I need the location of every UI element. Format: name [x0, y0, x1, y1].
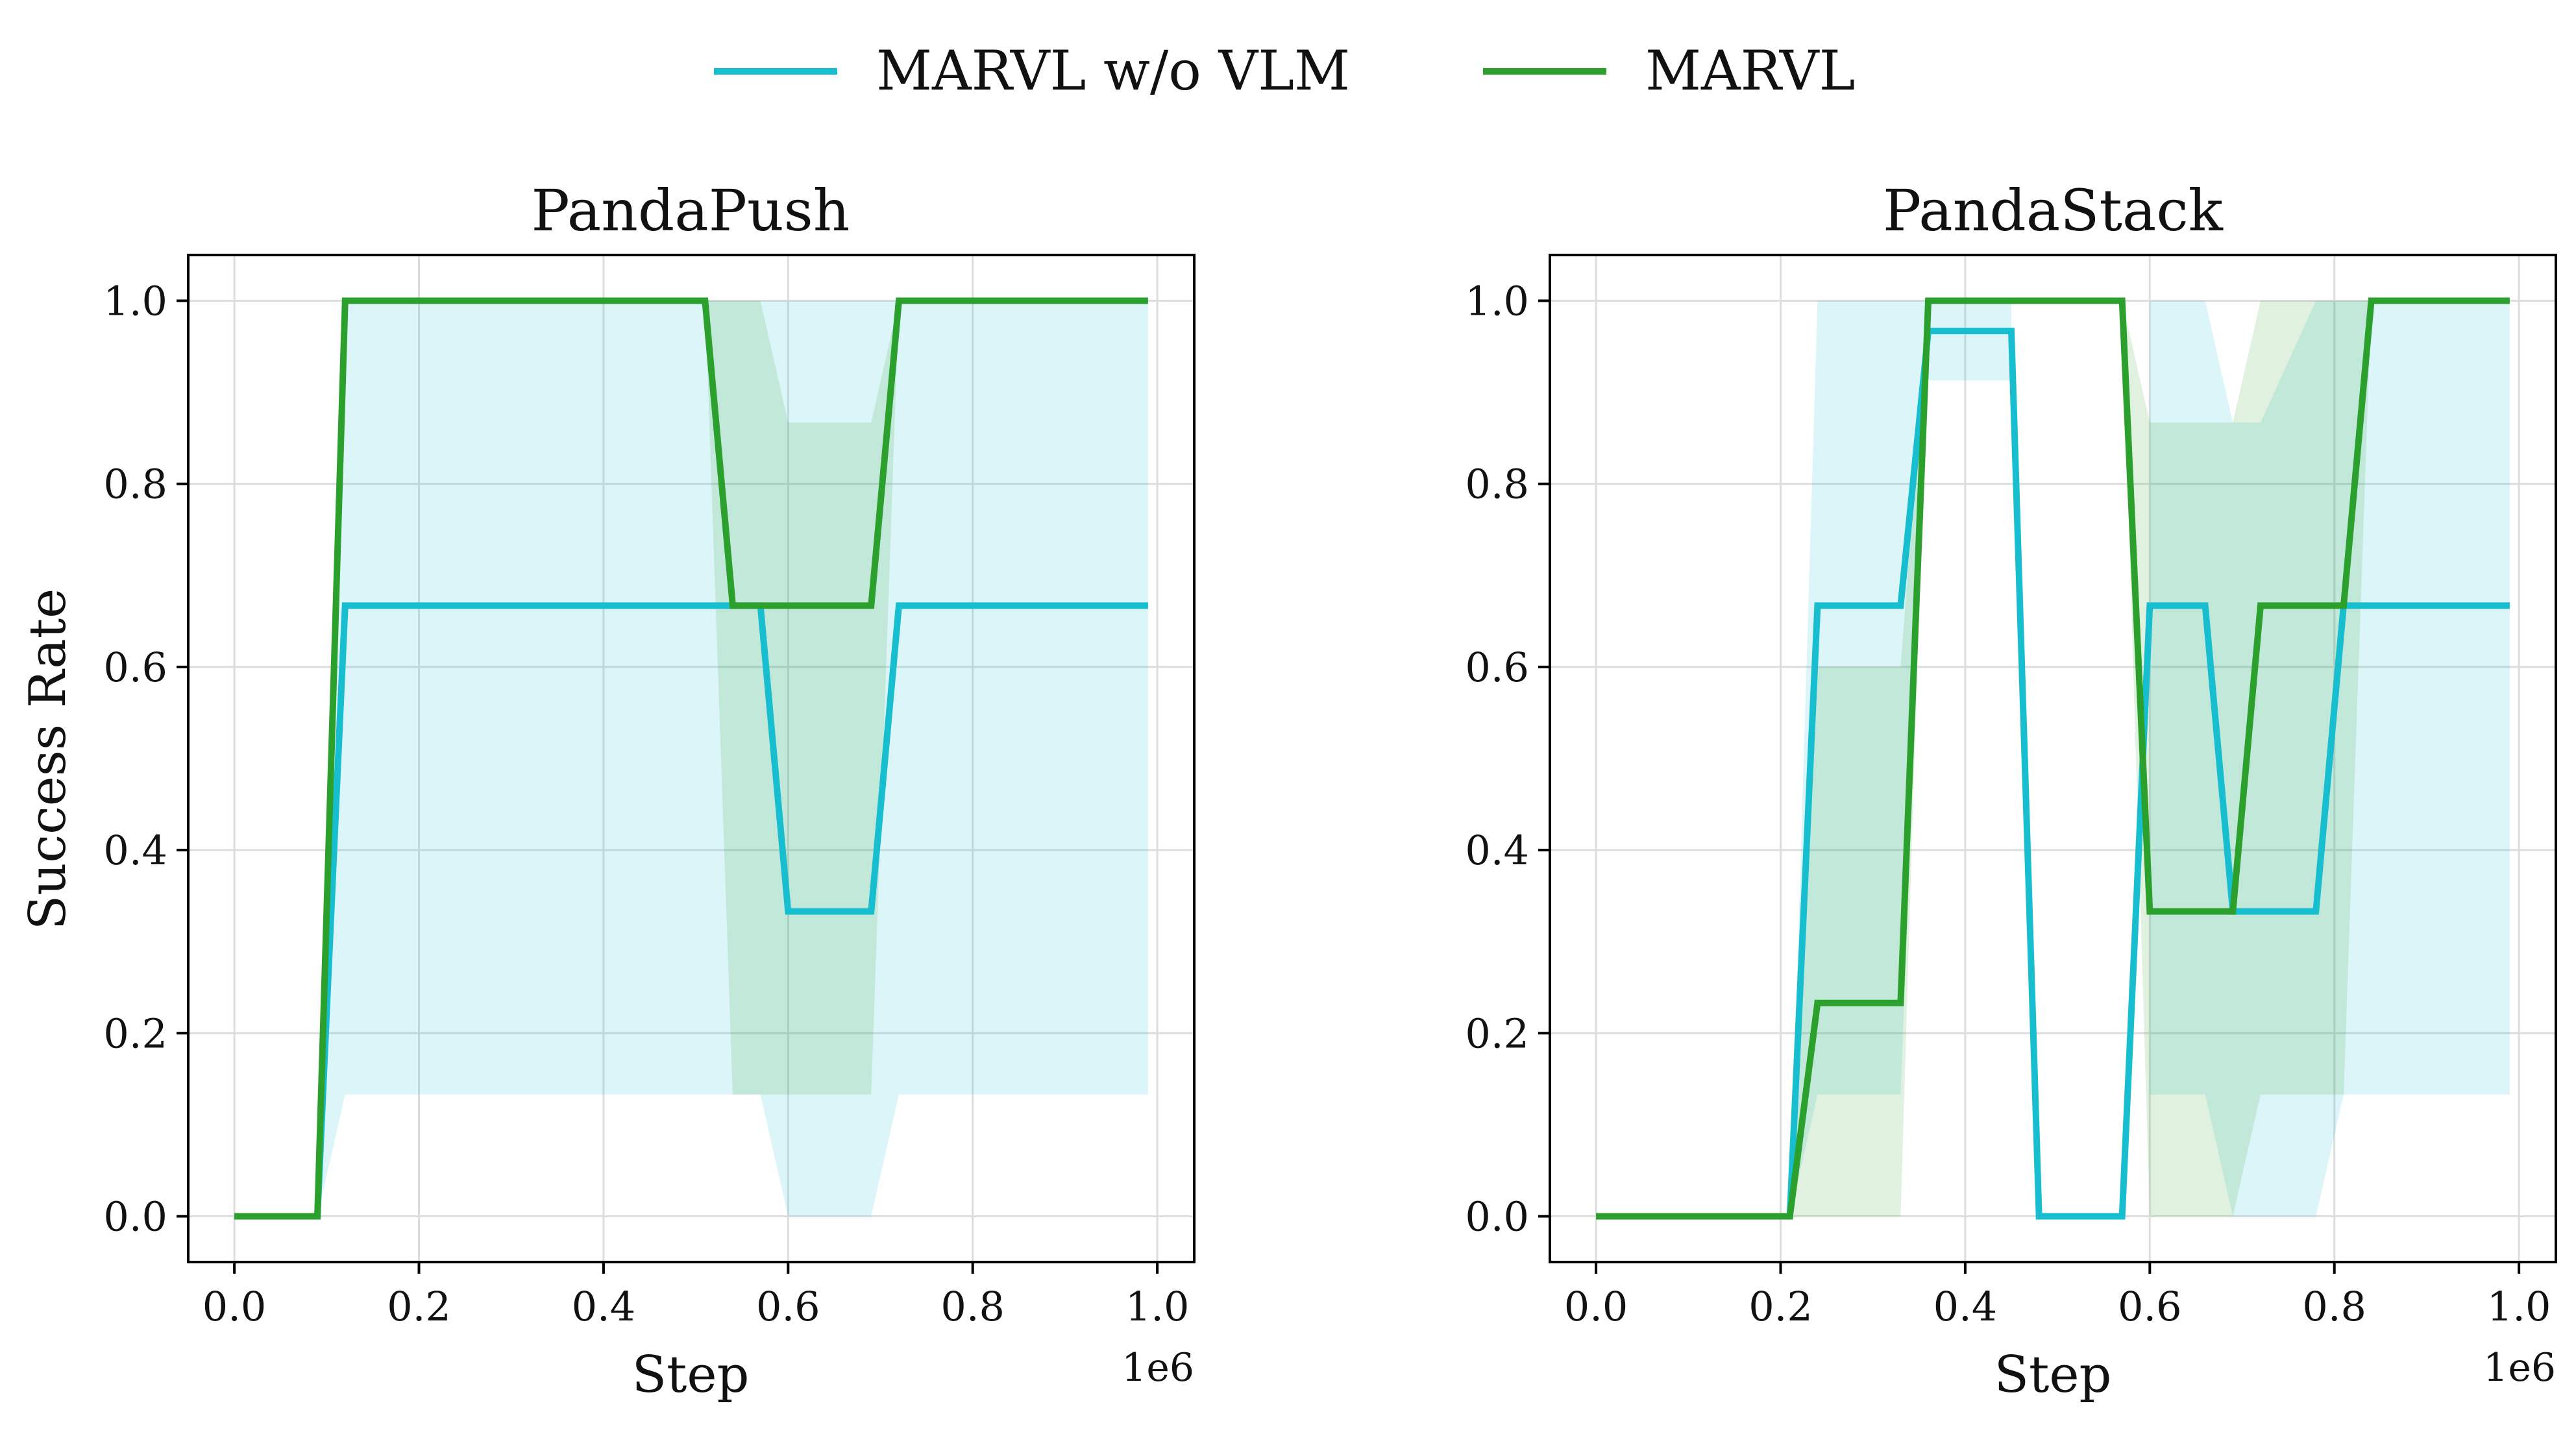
- x-ticks-pandapush: 0.0 0.2 0.4 0.6 0.8 1.0: [202, 1262, 1190, 1330]
- x-axis-label-pandapush: Step: [632, 1346, 750, 1404]
- legend-label-marvl-wo-vlm: MARVL w/o VLM: [876, 39, 1350, 103]
- x-tick-label-0: 0.0: [202, 1283, 267, 1330]
- y-ticks-pandastack: 0.0 0.2 0.4 0.6 0.8 1.0: [1465, 278, 1550, 1240]
- y-axis-label: Success Rate: [19, 589, 77, 930]
- y-tick-label-1: 0.2: [103, 1010, 167, 1057]
- x-tick-label-4: 0.8: [2302, 1283, 2366, 1330]
- x-tick-label-2: 0.4: [1933, 1283, 1998, 1330]
- y-tick-label-4: 0.8: [1465, 461, 1529, 508]
- x-tick-label-5: 1.0: [2487, 1283, 2551, 1330]
- y-tick-label-5: 1.0: [103, 278, 167, 325]
- panel-pandastack: PandaStack 0.0 0.2 0.4 0.6 0.8 1.0 0.00.20.40…: [1465, 177, 2557, 1404]
- series-lines-pandastack: [1596, 297, 2510, 1220]
- plot-frame-pandastack: [1549, 254, 2557, 1263]
- series-line-marvl-pandapush: [234, 297, 1148, 1220]
- series-lines-pandapush: [234, 297, 1148, 1220]
- x-tick-label-3: 0.6: [2118, 1283, 2182, 1330]
- y-tick-label-2: 0.4: [1465, 827, 1529, 874]
- x-tick-label-5: 1.0: [1125, 1283, 1190, 1330]
- x-tick-label-3: 0.6: [756, 1283, 820, 1330]
- x-axis-label-pandastack: Step: [1994, 1346, 2112, 1404]
- x-tick-label-4: 0.8: [940, 1283, 1005, 1330]
- panel-pandapush: PandaPush 0.0 0.2 0.4 0.6 0.8 1.0 0.00.20.40.…: [103, 177, 1196, 1404]
- band-marvl-w-o-vlm-pandapush-0: [234, 300, 1148, 1217]
- series-line-marvl-w-o-vlm-pandastack: [1596, 328, 2510, 1220]
- band-marvl-pandastack-0: [1596, 300, 2510, 1217]
- y-tick-label-4: 0.8: [103, 461, 167, 508]
- legend: MARVL w/o VLM MARVL: [714, 39, 1855, 103]
- x-offset-label-pandastack: 1e6: [2483, 1345, 2556, 1391]
- series-line-marvl-pandastack: [1596, 297, 2510, 1220]
- y-tick-label-1: 0.2: [1465, 1010, 1529, 1057]
- x-tick-label-1: 0.2: [387, 1283, 451, 1330]
- legend-label-marvl: MARVL: [1645, 39, 1855, 103]
- y-tick-label-2: 0.4: [103, 827, 167, 874]
- y-tick-label-5: 1.0: [1465, 278, 1529, 325]
- y-tick-label-0: 0.0: [103, 1193, 167, 1240]
- y-tick-label-3: 0.6: [103, 644, 167, 691]
- y-tick-label-0: 0.0: [1465, 1193, 1529, 1240]
- panel-title-pandapush: PandaPush: [532, 177, 850, 244]
- x-tick-label-1: 0.2: [1748, 1283, 1813, 1330]
- x-tick-label-0: 0.0: [1564, 1283, 1628, 1330]
- confidence-bands-pandapush: [234, 300, 1148, 1217]
- y-ticks-pandapush: 0.0 0.2 0.4 0.6 0.8 1.0: [103, 278, 188, 1240]
- x-offset-label-pandapush: 1e6: [1122, 1345, 1194, 1391]
- x-tick-label-2: 0.4: [572, 1283, 636, 1330]
- x-ticks-pandastack: 0.0 0.2 0.4 0.6 0.8 1.0: [1564, 1262, 2551, 1330]
- panel-title-pandastack: PandaStack: [1883, 177, 2224, 244]
- y-tick-label-3: 0.6: [1465, 644, 1529, 691]
- plot-frame-pandapush: [187, 254, 1196, 1263]
- confidence-bands-pandastack: [1596, 300, 2510, 1217]
